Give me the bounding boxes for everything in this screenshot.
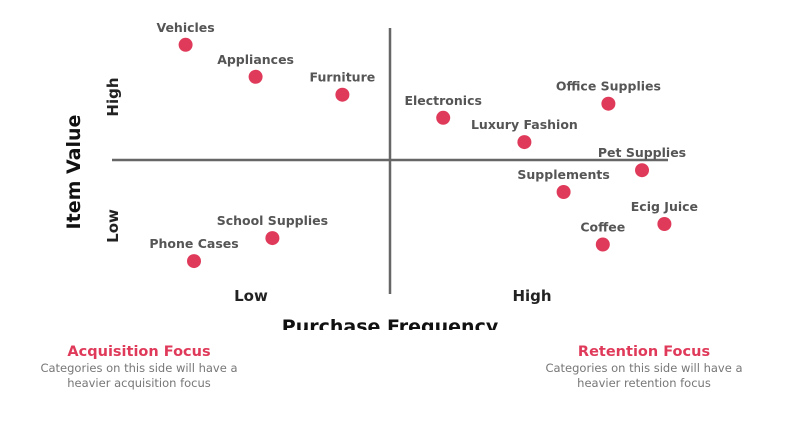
point-label-electronics: Electronics	[404, 93, 481, 108]
point-pet-supplies	[635, 163, 649, 178]
point-label-pet-supplies: Pet Supplies	[598, 145, 686, 160]
point-label-school-supplies: School Supplies	[217, 213, 328, 228]
point-office-supplies	[601, 96, 616, 111]
retention-focus-desc-line2: heavier retention focus	[577, 376, 711, 390]
point-supplements	[556, 185, 571, 199]
point-label-phone-cases: Phone Cases	[149, 236, 238, 251]
quadrant-chart: Vehicles Appliances Furniture Electronics Of…	[63, 20, 698, 330]
point-label-vehicles: Vehicles	[156, 20, 214, 35]
point-label-appliances: Appliances	[217, 52, 294, 67]
point-label-office-supplies: Office Supplies	[556, 79, 661, 94]
point-vehicles	[178, 37, 193, 52]
point-electronics	[436, 110, 451, 125]
retention-focus-desc-line1: Categories on this side will have a	[545, 361, 743, 375]
point-label-luxury-fashion: Luxury Fashion	[471, 117, 578, 132]
point-luxury-fashion	[517, 135, 532, 150]
retention-focus: Retention Focus Categories on this side …	[518, 344, 770, 391]
x-tick-low: Low	[234, 287, 268, 305]
point-appliances	[248, 69, 263, 84]
point-school-supplies	[265, 231, 280, 246]
point-label-ecig-juice: Ecig Juice	[631, 199, 698, 214]
acquisition-focus-desc-line1: Categories on this side will have a	[40, 361, 238, 375]
x-tick-high: High	[512, 287, 551, 305]
point-phone-cases	[187, 254, 201, 269]
point-label-supplements: Supplements	[517, 167, 609, 182]
x-axis-title: Purchase Frequency	[282, 316, 499, 330]
point-label-coffee: Coffee	[580, 220, 625, 235]
acquisition-focus: Acquisition Focus Categories on this sid…	[14, 344, 264, 391]
retention-focus-title: Retention Focus	[577, 344, 711, 360]
y-axis-title: Item Value	[63, 115, 85, 230]
point-coffee	[595, 237, 610, 252]
point-ecig-juice	[657, 217, 672, 231]
point-furniture	[335, 87, 350, 102]
y-tick-high: High	[104, 77, 122, 116]
y-tick-low: Low	[104, 209, 122, 243]
acquisition-focus-desc-line2: heavier acquisition focus	[67, 376, 211, 390]
acquisition-focus-title: Acquisition Focus	[67, 344, 211, 360]
points-layer: Vehicles Appliances Furniture Electronics Of…	[149, 20, 698, 269]
point-label-furniture: Furniture	[310, 70, 376, 85]
